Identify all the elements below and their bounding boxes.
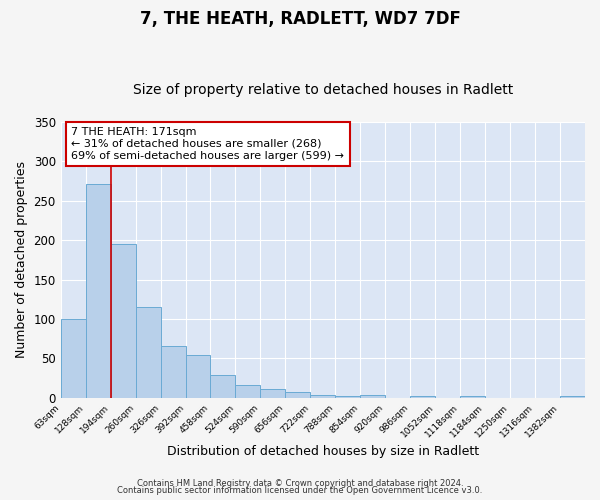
Bar xyxy=(560,396,585,398)
Bar xyxy=(110,244,136,398)
Y-axis label: Number of detached properties: Number of detached properties xyxy=(15,162,28,358)
Bar xyxy=(211,375,235,398)
Bar xyxy=(61,319,86,398)
Bar xyxy=(260,390,286,398)
Text: 7, THE HEATH, RADLETT, WD7 7DF: 7, THE HEATH, RADLETT, WD7 7DF xyxy=(140,10,460,28)
Bar xyxy=(286,392,310,398)
X-axis label: Distribution of detached houses by size in Radlett: Distribution of detached houses by size … xyxy=(167,444,479,458)
Text: Contains public sector information licensed under the Open Government Licence v3: Contains public sector information licen… xyxy=(118,486,482,495)
Bar xyxy=(161,346,185,398)
Bar xyxy=(410,396,435,398)
Bar xyxy=(235,384,260,398)
Bar xyxy=(86,184,110,398)
Bar xyxy=(136,307,161,398)
Bar xyxy=(335,396,360,398)
Bar xyxy=(185,356,211,398)
Text: Contains HM Land Registry data © Crown copyright and database right 2024.: Contains HM Land Registry data © Crown c… xyxy=(137,478,463,488)
Text: 7 THE HEATH: 171sqm
← 31% of detached houses are smaller (268)
69% of semi-detac: 7 THE HEATH: 171sqm ← 31% of detached ho… xyxy=(71,128,344,160)
Bar xyxy=(460,396,485,398)
Bar xyxy=(360,395,385,398)
Bar xyxy=(310,395,335,398)
Title: Size of property relative to detached houses in Radlett: Size of property relative to detached ho… xyxy=(133,83,513,97)
